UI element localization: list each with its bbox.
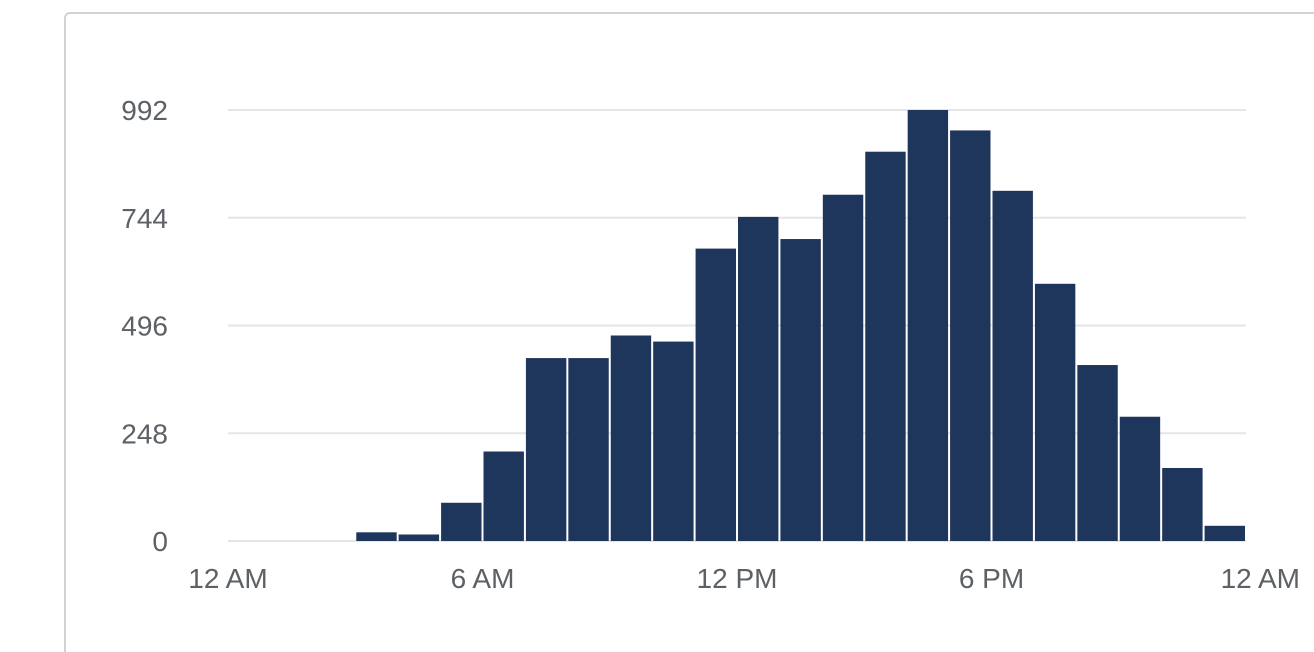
y-tick-label: 0 bbox=[152, 526, 168, 557]
x-tick-label: 12 AM bbox=[1221, 563, 1300, 594]
x-tick-label: 12 PM bbox=[697, 563, 778, 594]
bars bbox=[356, 110, 1245, 542]
bar-hour-11[interactable] bbox=[695, 248, 736, 541]
bar-hour-19[interactable] bbox=[1034, 283, 1076, 541]
y-tick-label: 496 bbox=[121, 311, 168, 342]
bar-hour-10[interactable] bbox=[653, 341, 694, 541]
bar-hour-23[interactable] bbox=[1204, 525, 1245, 541]
bar-hour-9[interactable] bbox=[610, 335, 652, 541]
bar-hour-16[interactable] bbox=[907, 110, 949, 541]
bar-hour-8[interactable] bbox=[568, 358, 609, 541]
y-tick-label: 992 bbox=[121, 95, 168, 126]
bar-hour-21[interactable] bbox=[1119, 416, 1161, 541]
bar-hour-18[interactable] bbox=[992, 190, 1033, 541]
hourly-bar-chart: 0 248 496 744 992 12 AM 6 AM 12 PM 6 PM 12 AM bbox=[121, 95, 1300, 594]
bar-hour-13[interactable] bbox=[780, 239, 821, 542]
bar-hour-6[interactable] bbox=[483, 451, 524, 541]
y-tick-label: 744 bbox=[121, 203, 168, 234]
bar-hour-15[interactable] bbox=[865, 151, 906, 542]
chart-card bbox=[64, 12, 1314, 652]
y-axis: 0 248 496 744 992 bbox=[121, 95, 168, 557]
x-tick-label: 6 PM bbox=[959, 563, 1024, 594]
bar-hour-3[interactable] bbox=[356, 532, 397, 541]
bar-hour-17[interactable] bbox=[950, 130, 991, 542]
x-axis: 12 AM 6 AM 12 PM 6 PM 12 AM bbox=[188, 563, 1300, 594]
bar-hour-14[interactable] bbox=[822, 194, 864, 541]
x-tick-label: 12 AM bbox=[188, 563, 267, 594]
y-tick-label: 248 bbox=[121, 418, 168, 449]
x-tick-label: 6 AM bbox=[451, 563, 515, 594]
bar-hour-7[interactable] bbox=[525, 358, 567, 541]
bar-hour-20[interactable] bbox=[1077, 365, 1118, 541]
bar-hour-22[interactable] bbox=[1162, 468, 1203, 541]
bar-hour-12[interactable] bbox=[738, 216, 779, 541]
gridlines bbox=[228, 109, 1246, 542]
bar-hour-4[interactable] bbox=[398, 534, 440, 541]
bar-hour-5[interactable] bbox=[441, 502, 482, 541]
